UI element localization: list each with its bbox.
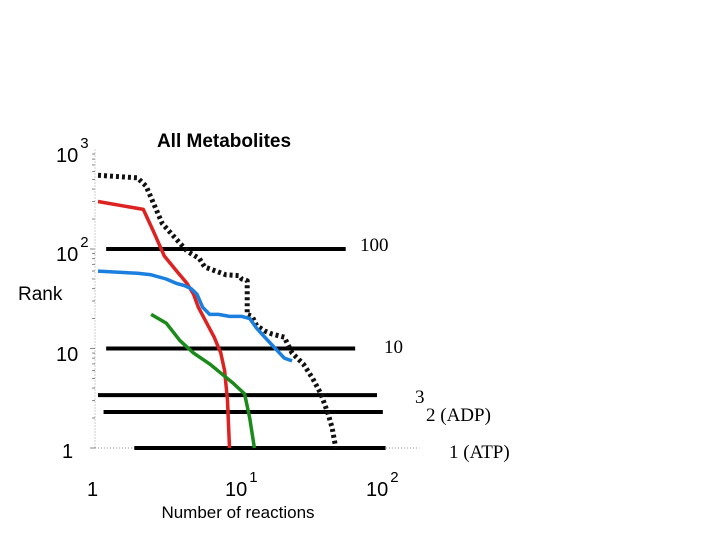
- x-tick-label-100: 102: [366, 469, 399, 501]
- series-line-3: [150, 312, 257, 449]
- ref-label-atp: 1 (ATP): [449, 442, 510, 463]
- x-tick-label-10: 101: [225, 469, 258, 501]
- y-axis-label: Rank: [18, 284, 63, 305]
- reference-line-labels: 100 10 3 2 (ADP) 1 (ATP): [360, 235, 510, 463]
- x-tick-label-1: 1: [87, 479, 98, 501]
- ref-label-100: 100: [360, 235, 389, 256]
- chart-title: All Metabolites: [157, 131, 291, 152]
- y-tick-label-100: 102: [56, 234, 89, 266]
- series-line-0: [97, 172, 339, 449]
- x-tick-labels: 1 101 102: [87, 469, 399, 501]
- x-axis-label: Number of reactions: [161, 503, 314, 522]
- ref-label-3: 3: [415, 387, 425, 408]
- data-series: [97, 172, 339, 449]
- reference-lines: [97, 247, 386, 450]
- y-tick-label-1000: 103: [56, 135, 89, 167]
- series-line-1: [97, 199, 232, 449]
- y-tick-label-1: 1: [62, 441, 73, 463]
- axes: [90, 149, 420, 449]
- ref-label-adp: 2 (ADP): [426, 405, 491, 426]
- ref-label-10: 10: [384, 337, 403, 358]
- series-line-2: [97, 269, 293, 363]
- y-tick-labels: 103 102 10 1: [56, 135, 89, 463]
- y-tick-label-10: 10: [56, 344, 78, 366]
